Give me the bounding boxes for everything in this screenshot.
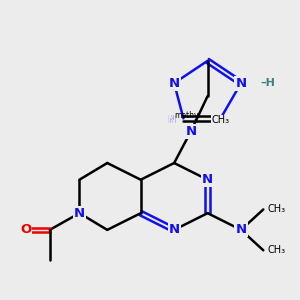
Text: O: O bbox=[20, 224, 31, 236]
Text: N: N bbox=[185, 125, 197, 138]
Text: N: N bbox=[169, 224, 180, 236]
Text: N: N bbox=[167, 115, 175, 124]
Text: methyl: methyl bbox=[174, 111, 200, 120]
Text: CH₃: CH₃ bbox=[268, 245, 286, 255]
Text: N: N bbox=[74, 207, 85, 220]
Text: N: N bbox=[236, 76, 247, 90]
Text: N: N bbox=[236, 224, 247, 236]
Text: CH₃: CH₃ bbox=[268, 204, 286, 214]
Text: N: N bbox=[202, 173, 213, 186]
Text: CH₃: CH₃ bbox=[211, 115, 230, 125]
Text: N: N bbox=[169, 76, 180, 90]
Text: N: N bbox=[167, 115, 175, 124]
Text: –H: –H bbox=[260, 78, 275, 88]
